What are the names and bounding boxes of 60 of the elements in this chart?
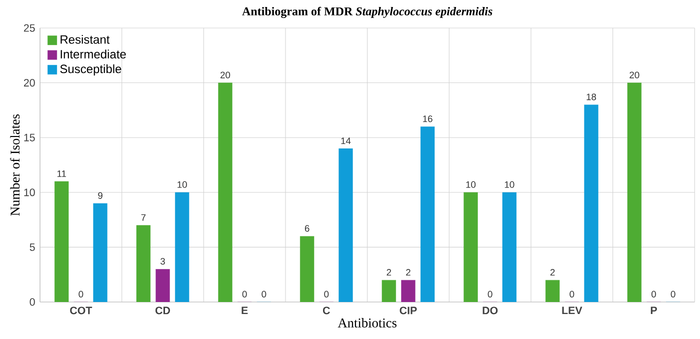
data-label: 18 [586, 94, 596, 100]
data-label: 0 [488, 290, 492, 298]
data-label: 10 [466, 181, 476, 188]
bar [218, 82, 232, 302]
data-label: 6 [304, 225, 310, 232]
data-label: 7 [141, 214, 146, 221]
x-tick-label: CIP [400, 306, 417, 314]
legend-label: Resistant [60, 34, 110, 44]
chart-title: Antibiogram of MDR Staphylococcus epidermidis [242, 6, 492, 18]
bar [502, 192, 516, 302]
bar [175, 192, 190, 302]
x-tick-label: DO [482, 306, 498, 314]
data-label: 10 [504, 181, 514, 188]
data-label: 2 [550, 269, 555, 276]
x-tick-label: COT [70, 306, 92, 314]
bar [584, 104, 598, 302]
data-label: 0 [262, 290, 266, 298]
bar [338, 148, 353, 302]
y-axis-title: Number of Isolates [10, 114, 20, 216]
data-label: 3 [160, 258, 165, 265]
data-label: 0 [324, 290, 329, 298]
data-label: 2 [406, 269, 410, 276]
bar [420, 126, 435, 302]
y-tick-label: 20 [24, 79, 35, 87]
bar [401, 280, 416, 302]
x-axis-title: Antibiotics [338, 318, 396, 328]
data-label: 0 [242, 290, 247, 298]
data-label: 0 [570, 290, 574, 298]
legend-label: Susceptible [60, 64, 122, 76]
bar [464, 192, 478, 302]
data-label: 11 [57, 170, 66, 177]
bar [93, 203, 108, 302]
x-tick-label: P [650, 306, 657, 314]
data-label: 14 [341, 138, 351, 144]
data-label: 0 [78, 290, 84, 298]
data-label: 20 [630, 72, 640, 78]
bar [382, 280, 396, 302]
bar [136, 225, 150, 302]
x-tick-label: CD [155, 306, 170, 314]
bar [54, 181, 69, 302]
data-label: 16 [423, 116, 432, 122]
y-tick-label: 10 [24, 188, 35, 196]
x-tick-label: LEV [562, 306, 582, 314]
data-label: 10 [178, 181, 187, 188]
data-label: 0 [651, 290, 656, 298]
x-tick-label: E [242, 306, 248, 314]
y-tick-label: 5 [30, 243, 35, 251]
y-tick-label: 15 [24, 134, 35, 142]
y-tick-label: 0 [30, 298, 35, 306]
x-tick-label: C [323, 306, 330, 314]
y-tick-label: 25 [24, 24, 35, 32]
bar [627, 82, 642, 302]
legend-label: Intermediate [60, 50, 126, 58]
data-label: 9 [98, 192, 102, 199]
data-label: 20 [220, 72, 230, 78]
bar [300, 236, 314, 302]
bar [156, 269, 170, 302]
data-label: 0 [670, 290, 676, 298]
data-label: 2 [386, 269, 392, 276]
bar [546, 280, 560, 302]
